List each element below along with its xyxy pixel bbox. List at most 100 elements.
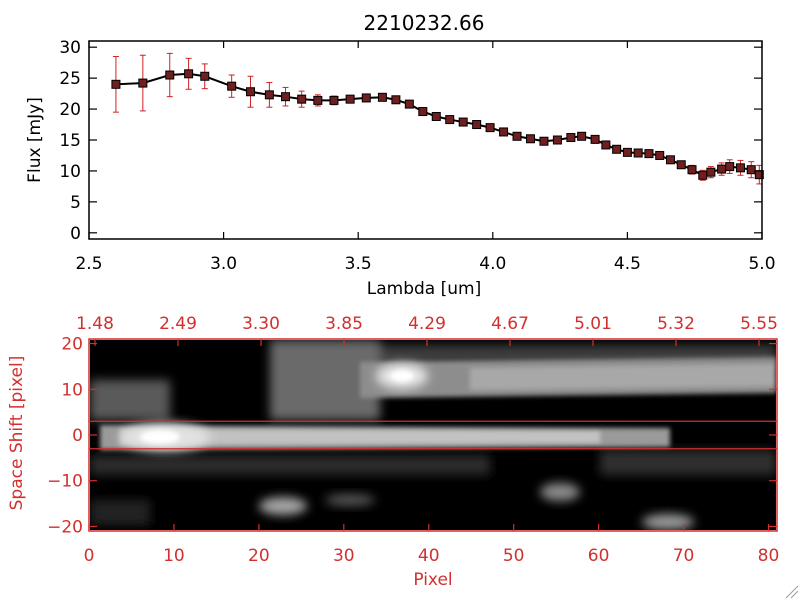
image-y-tick-label: 20 — [61, 335, 83, 355]
image-y-tick-label: 10 — [61, 380, 83, 400]
image-x-axis: 0 10 20 30 40 50 60 70 80 — [84, 524, 780, 566]
image-wavelength-axis: 1.48 2.49 3.30 3.85 4.29 4.67 5.01 5.32 5.55 — [76, 314, 778, 346]
image-top-tick-label: 5.01 — [574, 314, 612, 334]
spectrum-image-panel: 0 10 20 30 40 50 60 70 80 −20 −10 0 10 20 1.48 2.49 3.… — [7, 314, 779, 590]
spectrum-x-tick-label: 3.5 — [345, 254, 372, 274]
flux-data-point — [377, 92, 387, 102]
image-x-tick-label: 80 — [758, 546, 780, 566]
image-y-tick-label: −10 — [47, 472, 83, 492]
image-top-tick-label: 4.67 — [491, 314, 529, 334]
flux-data-point — [633, 148, 643, 158]
spectrum-plot-area — [111, 52, 764, 185]
flux-data-point — [746, 165, 756, 175]
flux-data-point — [525, 134, 535, 144]
spectrum-y-tick-label: 25 — [59, 69, 81, 89]
flux-data-point — [735, 163, 745, 173]
flux-data-point — [297, 94, 307, 104]
spectrum-y-axis: 0 5 10 15 20 25 30 — [59, 38, 762, 244]
image-x-tick-label: 70 — [673, 546, 695, 566]
flux-data-point — [184, 69, 194, 79]
flux-data-point — [552, 135, 562, 145]
spectrum-y-axis-label: Flux [mJy] — [25, 97, 45, 183]
spectrum-x-tick-label: 2.5 — [75, 254, 102, 274]
flux-data-point — [725, 162, 735, 172]
flux-data-point — [676, 160, 686, 170]
chart-title: 2210232.66 — [364, 11, 485, 35]
flux-data-point — [706, 167, 716, 177]
image-x-tick-label: 0 — [84, 546, 95, 566]
flux-data-point — [539, 136, 549, 146]
flux-data-point — [687, 165, 697, 175]
flux-data-point — [264, 90, 274, 100]
image-y-axis: −20 −10 0 10 20 — [47, 335, 777, 537]
resize-grip-icon[interactable] — [785, 585, 799, 599]
flux-data-point — [577, 131, 587, 141]
flux-data-point — [227, 81, 237, 91]
flux-data-point — [717, 164, 727, 174]
flux-data-point — [612, 144, 622, 154]
spectrum-y-tick-label: 20 — [59, 100, 81, 120]
image-top-tick-label: 3.30 — [242, 314, 280, 334]
flux-data-point — [165, 70, 175, 80]
flux-data-point — [246, 87, 256, 97]
image-x-tick-label: 50 — [503, 546, 525, 566]
image-x-tick-label: 60 — [588, 546, 610, 566]
flux-data-point — [601, 140, 611, 150]
spectrum-image — [90, 340, 776, 530]
spectrum-y-tick-label: 10 — [59, 162, 81, 182]
flux-data-point — [590, 134, 600, 144]
image-top-tick-label: 5.32 — [657, 314, 695, 334]
spectrum-chart: 2210232.66 2.5 3.0 3.5 4.0 4.5 5.0 0 5 10 15 20 25… — [25, 11, 776, 299]
flux-data-point — [313, 95, 323, 105]
flux-data-point — [404, 99, 414, 109]
flux-data-point — [665, 155, 675, 165]
flux-data-point — [431, 111, 441, 121]
image-y-axis-label: Space Shift [pixel] — [7, 356, 27, 511]
image-top-tick-label: 5.55 — [740, 314, 778, 334]
image-x-axis-label: Pixel — [413, 570, 452, 590]
flux-data-point — [655, 150, 665, 160]
image-y-tick-label: 0 — [72, 426, 83, 446]
flux-data-point — [329, 95, 339, 105]
flux-data-point — [566, 133, 576, 143]
image-x-tick-label: 20 — [248, 546, 270, 566]
flux-data-point — [698, 170, 708, 180]
image-top-tick-label: 4.29 — [408, 314, 446, 334]
extraction-aperture — [89, 420, 777, 450]
spectrum-y-tick-label: 0 — [70, 224, 81, 244]
spectrum-x-tick-label: 3.0 — [210, 254, 237, 274]
spectrum-x-tick-label: 5.0 — [748, 254, 775, 274]
image-y-tick-label: −20 — [47, 517, 83, 537]
image-x-tick-label: 40 — [418, 546, 440, 566]
image-x-tick-label: 30 — [333, 546, 355, 566]
spectrum-x-tick-label: 4.0 — [479, 254, 506, 274]
flux-data-point — [361, 93, 371, 103]
flux-data-point — [485, 123, 495, 133]
spectrum-y-tick-label: 15 — [59, 131, 81, 151]
image-x-tick-label: 10 — [163, 546, 185, 566]
flux-data-point — [512, 131, 522, 141]
flux-data-point — [499, 127, 509, 137]
spectrum-y-tick-label: 30 — [59, 38, 81, 58]
image-top-tick-label: 1.48 — [76, 314, 114, 334]
flux-data-point — [622, 147, 632, 157]
flux-data-point — [200, 71, 210, 81]
flux-data-point — [138, 78, 148, 88]
image-top-tick-label: 2.49 — [159, 314, 197, 334]
flux-data-point — [458, 117, 468, 127]
flux-data-point — [281, 92, 291, 102]
flux-data-point — [445, 115, 455, 125]
flux-data-point — [391, 95, 401, 105]
spectrum-x-axis: 2.5 3.0 3.5 4.0 4.5 5.0 — [75, 41, 776, 274]
flux-series-line — [115, 72, 760, 177]
flux-data-point — [472, 120, 482, 130]
spectrum-y-tick-label: 5 — [70, 193, 81, 213]
image-top-tick-label: 3.85 — [325, 314, 363, 334]
spectrum-x-axis-label: Lambda [um] — [367, 279, 481, 299]
flux-data-point — [418, 107, 428, 117]
flux-data-point — [111, 79, 121, 89]
flux-data-point — [644, 149, 654, 159]
flux-data-point — [345, 94, 355, 104]
spectrum-x-tick-label: 4.5 — [614, 254, 641, 274]
